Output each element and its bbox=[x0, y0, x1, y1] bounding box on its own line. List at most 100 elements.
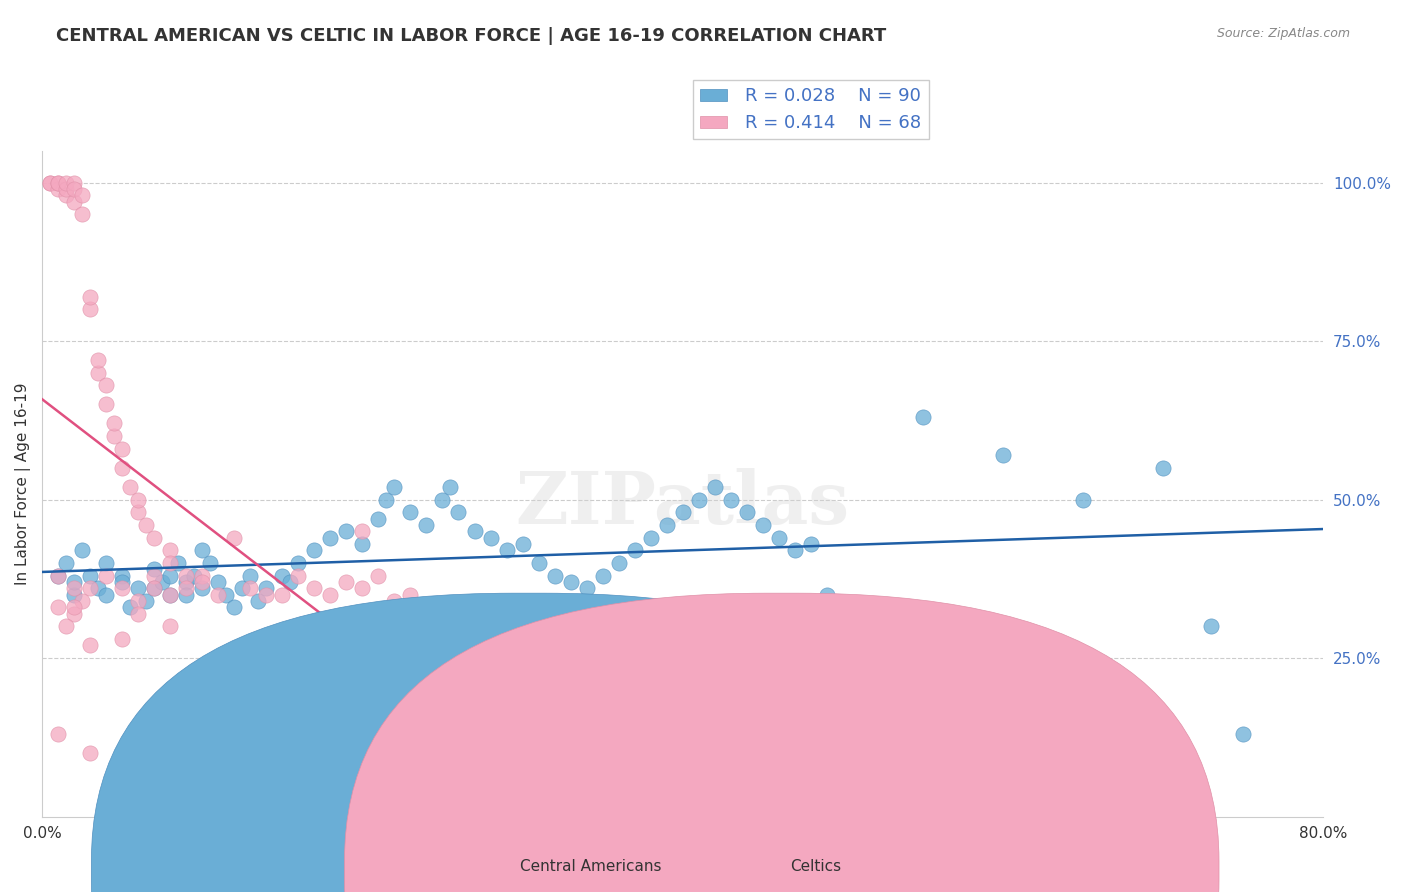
Point bbox=[70, 188, 93, 202]
Point bbox=[911, 410, 934, 425]
Point bbox=[174, 574, 197, 589]
Point bbox=[800, 537, 823, 551]
Point bbox=[103, 417, 125, 431]
Point bbox=[143, 582, 166, 596]
Point bbox=[79, 746, 101, 760]
Point bbox=[96, 378, 118, 392]
Point bbox=[46, 600, 69, 615]
Point bbox=[79, 568, 101, 582]
Point bbox=[111, 582, 134, 596]
Point bbox=[111, 442, 134, 456]
Point bbox=[159, 619, 181, 633]
Point bbox=[63, 582, 86, 596]
Text: Central Americans: Central Americans bbox=[520, 859, 661, 874]
Point bbox=[352, 537, 374, 551]
Point bbox=[135, 594, 157, 608]
Y-axis label: In Labor Force | Age 16-19: In Labor Force | Age 16-19 bbox=[15, 383, 31, 585]
Text: Celtics: Celtics bbox=[790, 859, 841, 874]
Point bbox=[70, 207, 93, 221]
Point bbox=[527, 556, 550, 570]
Text: Source: ZipAtlas.com: Source: ZipAtlas.com bbox=[1216, 27, 1350, 40]
Point bbox=[79, 290, 101, 304]
Point bbox=[39, 176, 62, 190]
Point bbox=[239, 582, 262, 596]
Point bbox=[1199, 619, 1222, 633]
Point bbox=[46, 568, 69, 582]
Point bbox=[399, 588, 422, 602]
Point bbox=[55, 619, 77, 633]
Point bbox=[174, 582, 197, 596]
Point bbox=[224, 600, 246, 615]
Point bbox=[143, 568, 166, 582]
Point bbox=[63, 574, 86, 589]
Point bbox=[768, 531, 790, 545]
Point bbox=[720, 492, 742, 507]
Point bbox=[191, 582, 214, 596]
Point bbox=[120, 600, 142, 615]
Point bbox=[150, 574, 173, 589]
Point bbox=[831, 619, 853, 633]
Point bbox=[254, 588, 277, 602]
Point bbox=[543, 568, 565, 582]
Point bbox=[143, 531, 166, 545]
Point bbox=[1152, 461, 1174, 475]
Point bbox=[55, 556, 77, 570]
Point bbox=[495, 543, 517, 558]
Point bbox=[278, 574, 301, 589]
Point bbox=[46, 176, 69, 190]
Point bbox=[120, 480, 142, 494]
Point bbox=[70, 594, 93, 608]
Point bbox=[127, 492, 149, 507]
Point bbox=[96, 568, 118, 582]
Point bbox=[87, 582, 110, 596]
Point bbox=[287, 556, 309, 570]
Point bbox=[607, 556, 630, 570]
Point bbox=[304, 582, 326, 596]
Point bbox=[63, 600, 86, 615]
Point bbox=[479, 531, 502, 545]
Point bbox=[63, 607, 86, 621]
Point bbox=[352, 524, 374, 539]
Point bbox=[399, 505, 422, 519]
Point bbox=[1071, 492, 1094, 507]
Point bbox=[63, 176, 86, 190]
Point bbox=[55, 182, 77, 196]
Point bbox=[655, 517, 678, 532]
Point bbox=[159, 543, 181, 558]
Point bbox=[183, 568, 205, 582]
Point bbox=[592, 568, 614, 582]
Point bbox=[254, 582, 277, 596]
Point bbox=[703, 480, 725, 494]
Point bbox=[87, 353, 110, 368]
Point bbox=[447, 505, 470, 519]
Point bbox=[46, 727, 69, 741]
Point bbox=[174, 588, 197, 602]
Point bbox=[103, 429, 125, 443]
Point bbox=[159, 588, 181, 602]
Point bbox=[79, 582, 101, 596]
Point bbox=[439, 480, 461, 494]
Point bbox=[560, 574, 582, 589]
Point bbox=[159, 588, 181, 602]
Point bbox=[207, 574, 229, 589]
Point bbox=[135, 517, 157, 532]
Point bbox=[79, 639, 101, 653]
Point bbox=[848, 632, 870, 646]
Point bbox=[735, 505, 758, 519]
Point bbox=[96, 397, 118, 411]
Point bbox=[215, 588, 238, 602]
Point bbox=[200, 556, 222, 570]
Point bbox=[70, 543, 93, 558]
Point bbox=[335, 524, 357, 539]
Point bbox=[111, 632, 134, 646]
Legend: R = 0.028    N = 90, R = 0.414    N = 68: R = 0.028 N = 90, R = 0.414 N = 68 bbox=[693, 80, 929, 139]
Point bbox=[335, 574, 357, 589]
Point bbox=[575, 582, 598, 596]
Point bbox=[159, 568, 181, 582]
Point bbox=[79, 302, 101, 317]
Point bbox=[239, 568, 262, 582]
Point bbox=[287, 568, 309, 582]
Point bbox=[111, 568, 134, 582]
Point bbox=[247, 594, 270, 608]
Point bbox=[39, 176, 62, 190]
